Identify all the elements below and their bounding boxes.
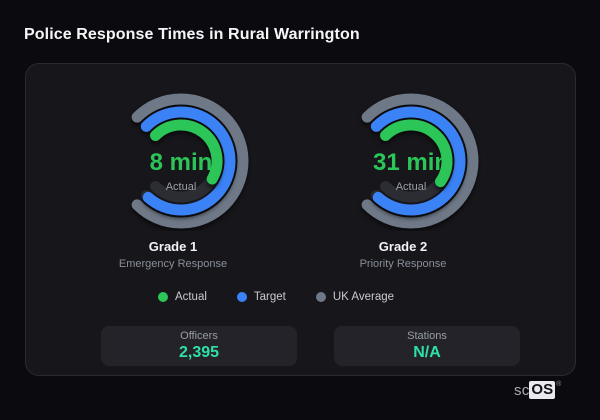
actual-arc — [380, 119, 453, 188]
uk-average-arc — [131, 93, 249, 229]
uk-average-legend-dot-icon — [315, 292, 326, 302]
grade-2-subtitle: Priority Response — [359, 257, 447, 270]
grade-1-subtitle: Emergency Response — [118, 257, 228, 270]
legend-label: Target — [253, 291, 286, 303]
grade-1-title: Grade 1 — [148, 239, 198, 254]
legend-item-uk-average[interactable]: UK Average — [315, 291, 395, 303]
actual-legend-dot-icon — [157, 292, 168, 302]
actual-arc — [150, 119, 223, 185]
radial-gauge-chart-grade-1 — [131, 93, 249, 229]
scos-logo-prefix: sc — [514, 381, 530, 399]
scos-logo-brand: OS — [529, 381, 556, 399]
page-title: Police Response Times in Rural Warringto… — [24, 26, 360, 43]
stat-tile-officers: Officers 2,395 — [101, 326, 297, 366]
target-arc — [140, 106, 236, 216]
grade-2-title: Grade 2 — [378, 239, 428, 254]
stat-label: Officers — [180, 330, 218, 343]
radial-gauge-chart-grade-2 — [361, 93, 479, 229]
response-times-card: 8 min Actual 31 min Actual Grade 1 Emerg… — [25, 63, 576, 376]
scos-logo: sc OS ® — [514, 381, 561, 399]
stat-tile-stations: Stations N/A — [334, 326, 520, 366]
stat-value: 2,395 — [178, 344, 220, 362]
registered-trademark-icon: ® — [556, 381, 562, 388]
chart-legend: Actual Target UK Average — [26, 291, 526, 303]
grade-2-label-block: Grade 2 Priority Response — [283, 239, 523, 271]
target-legend-dot-icon — [236, 292, 247, 302]
legend-label: Actual — [174, 291, 207, 303]
stat-value: N/A — [413, 344, 441, 362]
gauge-grade-2: 31 min Actual — [341, 91, 481, 231]
grade-1-label-block: Grade 1 Emergency Response — [53, 239, 293, 271]
legend-label: UK Average — [332, 291, 395, 303]
legend-item-target[interactable]: Target — [236, 291, 286, 303]
stat-label: Stations — [407, 330, 447, 343]
legend-item-actual[interactable]: Actual — [157, 291, 207, 303]
target-arc — [370, 106, 466, 216]
uk-average-arc — [361, 93, 479, 229]
gauge-grade-1: 8 min Actual — [111, 91, 251, 231]
